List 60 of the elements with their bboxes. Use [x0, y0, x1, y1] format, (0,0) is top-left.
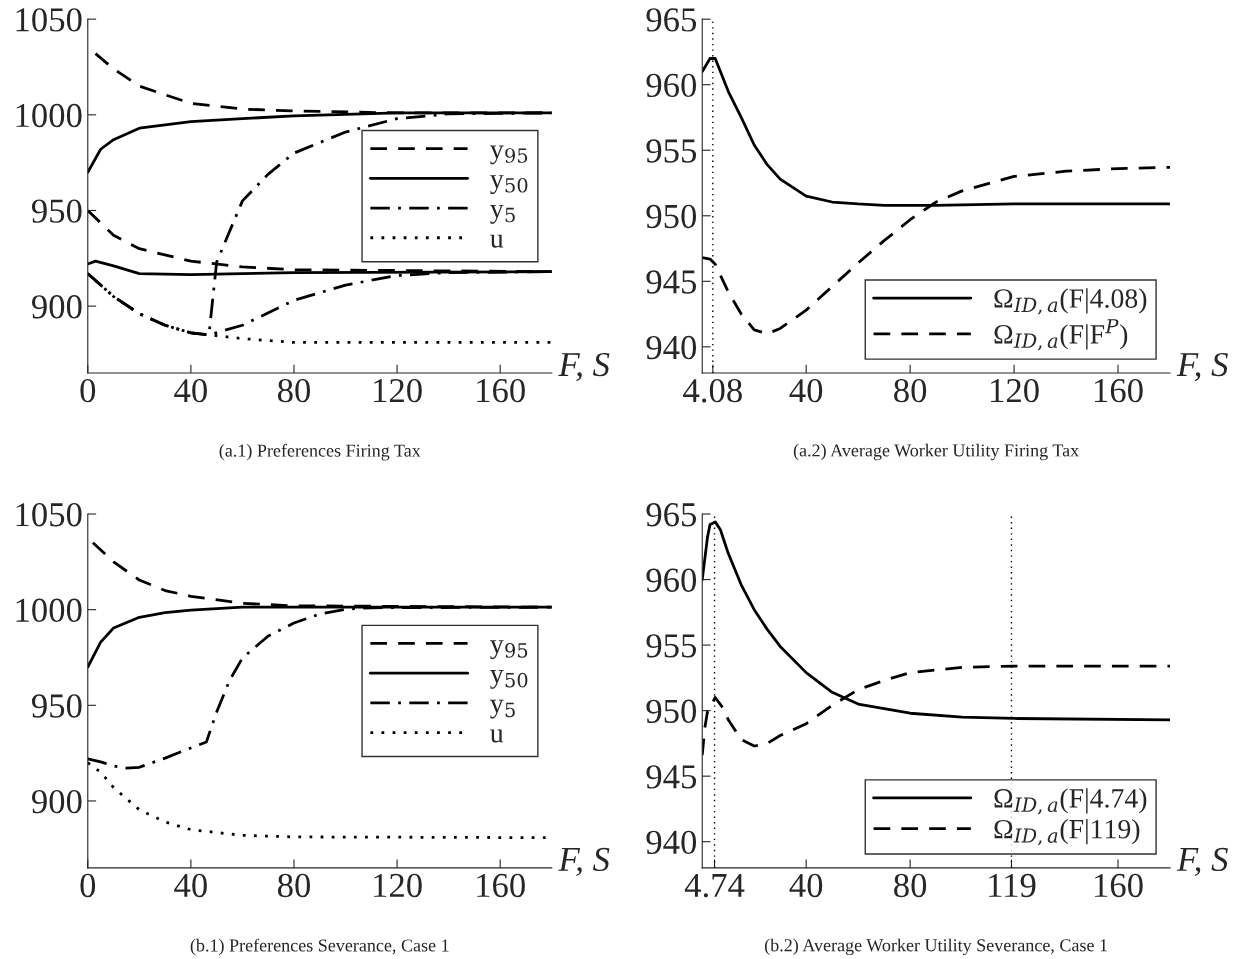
x-tick-label: 160: [1095, 378, 1143, 403]
x-tick-label: 120: [374, 378, 422, 403]
y-tick-label: 965: [646, 8, 697, 32]
x-tick-label: 160: [477, 873, 525, 898]
x-tick-label: 0: [80, 873, 96, 898]
legend-label: Ω$_{ID,a}$(F|4.74): [994, 788, 1147, 815]
x-tick-label: 119: [989, 873, 1036, 898]
legend-label: Ω$_{ID,a}$(F|119): [994, 819, 1140, 846]
y-tick-label: 945: [646, 270, 697, 294]
y-tick-label: 900: [31, 295, 82, 319]
text: (a.2) Average Worker Utility Firing Tax: [793, 443, 1079, 461]
y-tick-label: 950: [646, 699, 697, 724]
x-tick-label: 160: [1095, 873, 1143, 898]
y-tick-label: 965: [646, 503, 697, 527]
legend-label: y$_{5}$: [490, 204, 515, 224]
y-tick-label: 940: [646, 830, 697, 855]
legend-label: y$_{50}$: [490, 670, 528, 689]
y-tick-label: 1000: [16, 598, 82, 623]
x-tick-label: 120: [991, 378, 1039, 403]
x-tick-label: 80: [277, 873, 311, 898]
y-tick-label: 1000: [16, 103, 82, 128]
x-tick-label: 40: [174, 378, 207, 403]
y-tick-label: 960: [646, 73, 697, 98]
x-tick-label: 160: [477, 378, 525, 403]
legend-label: Ω$_{ID,a}$(F|F$^{P}$): [994, 319, 1128, 351]
y-tick-label: 945: [646, 765, 697, 789]
legend-label: y$_{5}$: [490, 699, 515, 719]
x-tick-label: 120: [374, 873, 422, 898]
x-axis-title: F, S: [1176, 352, 1228, 382]
x-tick-label: 4.08: [683, 378, 742, 403]
y-tick-label: 1050: [16, 502, 82, 527]
x-tick-label: 80: [277, 378, 311, 403]
y-tick-label: 950: [646, 204, 697, 229]
y-tick-label: 940: [646, 335, 697, 360]
legend-label: Ω$_{ID,a}$(F|4.08): [994, 288, 1147, 315]
x-tick-label: 4.74: [684, 873, 745, 898]
legend-label: y$_{95}$: [490, 640, 528, 660]
x-axis-title: F, S: [558, 352, 610, 382]
x-axis-title: F, S: [558, 847, 610, 877]
x-tick-label: 80: [894, 378, 927, 403]
y-tick-label: 955: [646, 634, 697, 658]
y-tick-label: 900: [31, 789, 82, 814]
x-tick-label: 40: [789, 378, 823, 403]
y-tick-label: 955: [646, 139, 697, 163]
y-tick-label: 1050: [16, 8, 82, 32]
x-tick-label: 0: [80, 378, 96, 403]
text: (a.1) Preferences Firing Tax: [219, 443, 421, 461]
x-axis-title: F, S: [1176, 847, 1228, 877]
x-tick-label: 40: [174, 873, 207, 898]
legend-label: y$_{50}$: [490, 175, 528, 194]
y-tick-label: 950: [31, 694, 82, 718]
x-tick-label: 80: [894, 873, 927, 898]
legend-label: u: [490, 234, 504, 248]
y-tick-label: 950: [31, 199, 82, 223]
text: (b.1) Preferences Severance, Case 1: [190, 938, 449, 956]
text: (b.2) Average Worker Utility Severance, Case 1: [764, 938, 1107, 956]
legend-label: u: [490, 729, 504, 743]
legend-label: y$_{95}$: [490, 145, 528, 165]
x-tick-label: 40: [789, 873, 823, 898]
y-tick-label: 960: [646, 568, 697, 592]
